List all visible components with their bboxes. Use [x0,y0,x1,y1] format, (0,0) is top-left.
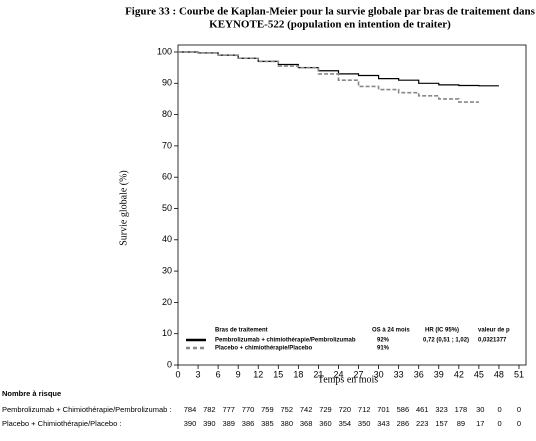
x-tick-label: 48 [494,369,504,379]
x-tick-label: 18 [293,369,303,379]
legend-os: 91% [377,346,390,352]
risk-value: 380 [281,419,294,428]
x-tick-label: 51 [514,369,524,379]
legend-header: Bras de traitement [215,328,268,334]
y-tick-label: 50 [162,203,172,213]
risk-value: 390 [203,419,216,428]
x-tick-label: 12 [253,369,263,379]
legend-header: HR (IC 95%) [425,328,459,334]
x-tick-label: 3 [196,369,201,379]
y-tick-label: 90 [162,78,172,88]
risk-value: 223 [416,419,429,428]
y-tick-label: 10 [162,328,172,338]
risk-value: 360 [319,419,332,428]
risk-value: 343 [377,419,390,428]
x-tick-label: 15 [273,369,283,379]
risk-value: 157 [435,419,448,428]
risk-value: 368 [300,419,313,428]
risk-value: 386 [242,419,255,428]
x-tick-label: 42 [454,369,464,379]
y-axis-title: Survie globale (%) [118,170,129,246]
x-tick-label: 9 [236,369,241,379]
risk-label: Placebo + Chimiothérapie/Placebo : [2,419,121,428]
risk-value: 0 [498,419,502,428]
legend-label: Placebo + chimiothérapie/Placebo [215,346,313,352]
risk-value: 784 [184,405,197,414]
risk-value: 323 [435,405,448,414]
risk-value: 742 [300,405,313,414]
risk-value: 0 [517,419,521,428]
y-tick-label: 40 [162,234,172,244]
risk-value: 390 [184,419,197,428]
risk-value: 286 [397,419,410,428]
y-tick-label: 30 [162,265,172,275]
x-tick-label: 0 [175,369,180,379]
risk-value: 752 [281,405,294,414]
x-tick-label: 6 [216,369,221,379]
risk-value: 389 [222,419,235,428]
x-tick-label: 33 [394,369,404,379]
x-axis-title: Temps en mois [318,374,379,385]
risk-value: 712 [358,405,371,414]
x-tick-label: 27 [354,369,364,379]
risk-value: 701 [377,405,390,414]
chart-title: Figure 33 : Courbe de Kaplan-Meier pour … [125,6,536,18]
risk-value: 461 [416,405,429,414]
risk-value: 759 [261,405,274,414]
risk-value: 350 [358,419,371,428]
y-tick-label: 0 [167,359,172,369]
legend-hr: 0,72 (0,51 ; 1,02) [423,338,469,344]
legend-label: Pembrolizumab + chimiothérapie/Pembroliz… [215,338,356,344]
legend-header: valeur de p [478,328,510,334]
risk-value: 354 [339,419,352,428]
x-tick-label: 45 [474,369,484,379]
risk-value: 0 [498,405,502,414]
risk-value: 729 [319,405,332,414]
x-tick-label: 39 [434,369,444,379]
risk-value: 30 [476,405,484,414]
risk-value: 385 [261,419,274,428]
risk-value: 178 [455,405,468,414]
plot-frame [177,44,527,366]
risk-label: Pembrolizumab + Chimiothérapie/Pembroliz… [2,405,171,414]
y-tick-label: 100 [157,46,172,56]
risk-value: 586 [397,405,410,414]
x-tick-label: 24 [333,369,343,379]
risk-value: 0 [517,405,521,414]
risk-value: 782 [203,405,216,414]
y-tick-label: 60 [162,172,172,182]
risk-value: 777 [222,405,235,414]
chart-subtitle: KEYNOTE-522 (population en intention de … [209,19,451,31]
legend-header: OS à 24 mois [372,328,410,334]
x-tick-label: 21 [313,369,323,379]
x-tick-label: 30 [374,369,384,379]
x-tick-label: 36 [414,369,424,379]
risk-title: Nombre à risque [2,389,61,398]
legend-os: 92% [377,338,390,344]
y-tick-label: 70 [162,140,172,150]
legend-p: 0,0321377 [478,338,507,344]
y-tick-label: 20 [162,297,172,307]
y-tick-label: 80 [162,109,172,119]
risk-value: 17 [476,419,484,428]
risk-value: 720 [339,405,352,414]
risk-value: 89 [457,419,465,428]
km-curve [178,51,479,103]
risk-value: 770 [242,405,255,414]
